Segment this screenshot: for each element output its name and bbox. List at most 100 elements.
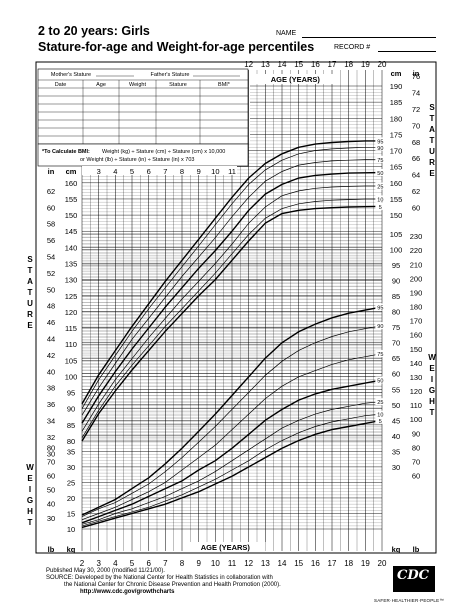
name-label: NAME: [276, 30, 297, 37]
stature-label-bg-p75: [375, 155, 384, 163]
stature-in-tick-left: 38: [47, 384, 55, 393]
stature-in-tick-right: 74: [412, 89, 420, 98]
bottom-age-tick: 5: [130, 559, 135, 568]
weight-label-bg-p90: [375, 322, 384, 330]
weight-label-p50: 50: [377, 378, 383, 384]
stature-cm-tick-left: 140: [65, 243, 78, 252]
bottom-age-tick: 2: [80, 559, 85, 568]
weight-label-bg-p5: [375, 416, 384, 424]
stature-cm-tick-left: 145: [65, 227, 78, 236]
stature-curve-p90: [81, 146, 382, 409]
stature-curve-p25: [81, 185, 382, 432]
weight-kg-tick-right: 80: [392, 308, 400, 317]
record-col-header-bmi: BMI*: [218, 82, 231, 88]
stature-cm-tick-right: 190: [390, 82, 403, 91]
mid-age-tick: 6: [147, 167, 151, 176]
top-age-tick: 18: [344, 60, 353, 69]
mid-age-tick: 9: [197, 167, 201, 176]
stature-in-tick-left: 58: [47, 220, 55, 229]
name-field-line[interactable]: [302, 37, 436, 38]
bottom-age-tick: 9: [196, 559, 201, 568]
weight-label-bg-p25: [375, 398, 384, 406]
weight-label-p75: 75: [377, 352, 383, 358]
record-field-line[interactable]: [378, 51, 436, 52]
stature-label-p25: 25: [377, 185, 383, 191]
stature-label-p10: 10: [377, 197, 383, 203]
weight-lb-tick-left: 50: [47, 486, 55, 495]
stature-vertical-label-right: U: [429, 147, 435, 156]
weight-vertical-label-left: G: [27, 496, 33, 505]
stature-cm-tick-right: 160: [390, 179, 403, 188]
stature-vertical-label-right: R: [429, 158, 435, 167]
stature-vertical-label-right: E: [429, 169, 435, 178]
top-age-tick: 17: [328, 60, 337, 69]
published-note: Published May 30, 2000 (modified 11/21/0…: [46, 568, 165, 574]
stature-cm-tick-left: 115: [65, 324, 77, 333]
weight-lb-tick-right: 220: [410, 246, 423, 255]
record-col-header-age: Age: [96, 82, 106, 88]
bottom-age-tick: 13: [261, 559, 270, 568]
stature-cm-tick-left: 100: [65, 372, 78, 381]
stature-in-tick-right: 72: [412, 105, 420, 114]
weight-label-p90: 90: [377, 324, 383, 330]
weight-lb-tick-left: 70: [47, 457, 55, 466]
mid-age-tick: 8: [180, 167, 184, 176]
chart-frame: [35, 61, 437, 554]
stature-vertical-label-right: T: [430, 136, 435, 145]
stature-vertical-label-left: R: [27, 310, 33, 319]
bottom-age-tick: 7: [163, 559, 168, 568]
stature-cm-tick-left: 85: [67, 421, 75, 430]
top-age-tick: 12: [244, 60, 253, 69]
cdc-url[interactable]: http://www.cdc.gov/growthcharts: [80, 589, 175, 595]
stature-curve-p75: [81, 158, 383, 416]
stature-vertical-label-left: U: [27, 299, 33, 308]
stature-in-tick-left: 32: [47, 433, 55, 442]
weight-kg-tick-right: 70: [392, 339, 400, 348]
unit-lb-right: lb: [413, 545, 420, 554]
weight-lb-tick-right: 130: [410, 373, 423, 382]
weight-kg-tick-right: 60: [392, 370, 400, 379]
record-table: [37, 68, 249, 145]
weight-vertical-label-right: T: [430, 408, 435, 417]
weight-label-p5: 5: [379, 419, 382, 425]
weight-lb-tick-right: 150: [410, 345, 423, 354]
stature-in-tick-right: 76: [412, 72, 420, 81]
stature-label-p75: 75: [377, 158, 383, 164]
weight-curve-p50: [81, 379, 383, 524]
stature-label-bg-p10: [375, 195, 384, 203]
unit-in-left: in: [48, 167, 55, 176]
weight-label-bg-p95: [375, 303, 384, 311]
cdc-logo: [393, 566, 435, 592]
stature-vertical-label-left: S: [27, 255, 33, 264]
mid-age-tick: 7: [163, 167, 167, 176]
weight-vertical-label-right: E: [429, 364, 435, 373]
stature-label-p95: 95: [377, 139, 383, 145]
mid-age-tick: 11: [228, 167, 236, 176]
stature-vertical-label-left: T: [28, 266, 33, 275]
top-age-tick: 14: [278, 60, 287, 69]
weight-lb-tick-right: 120: [410, 387, 423, 396]
weight-lb-tick-right: 160: [410, 331, 423, 340]
weight-kg-tick-right: 55: [392, 385, 400, 394]
weight-lb-tick-right: 80: [412, 443, 420, 452]
weight-label-bg-p75: [375, 350, 384, 358]
stature-vertical-label-right: S: [429, 103, 435, 112]
source-line-1: SOURCE: Developed by the National Center…: [46, 575, 273, 581]
stature-in-tick-left: 46: [47, 318, 55, 327]
bottom-age-tick: 16: [311, 559, 320, 568]
weight-vertical-label-right: I: [431, 375, 433, 384]
weight-lb-tick-right: 190: [410, 288, 423, 297]
unit-in-right: in: [413, 69, 420, 78]
stature-in-tick-left: 60: [47, 203, 55, 212]
weight-kg-tick-right: 95: [392, 261, 400, 270]
bottom-age-tick: 14: [278, 559, 287, 568]
weight-kg-tick-right: 30: [392, 463, 400, 472]
weight-label-bg-p10: [375, 410, 384, 418]
bottom-age-tick: 10: [211, 559, 220, 568]
weight-curve-p5: [81, 419, 383, 529]
record-col-header-weight: Weight: [129, 82, 146, 88]
stature-in-tick-left: 30: [47, 449, 55, 458]
stature-in-tick-left: 50: [47, 285, 55, 294]
stature-vertical-label-left: A: [27, 277, 33, 286]
